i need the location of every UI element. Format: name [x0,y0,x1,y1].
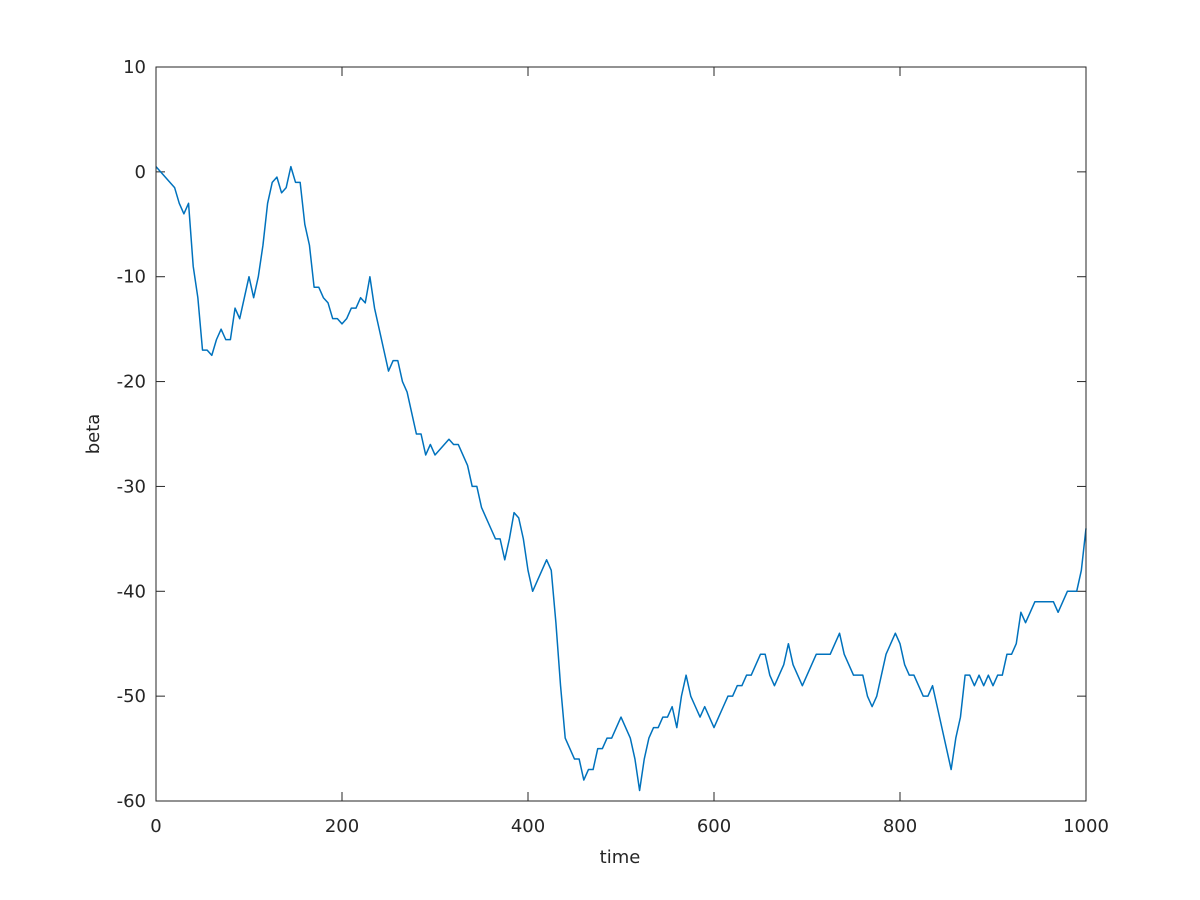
y-tick-label: -30 [117,476,146,497]
y-axis-label: beta [83,414,104,455]
y-tick-label: -60 [117,791,146,812]
x-tick-label: 0 [150,816,161,837]
y-tick-label: -50 [117,686,146,707]
x-axis-label: time [600,847,641,868]
y-tick-label: 0 [135,162,146,183]
y-tick-label: -40 [117,581,146,602]
x-tick-label: 1000 [1063,816,1109,837]
y-tick-label: -20 [117,372,146,393]
data-line [155,165,1087,792]
x-tick-label: 600 [697,816,731,837]
y-tick-label: -10 [117,267,146,288]
x-tick-label: 200 [325,816,359,837]
plot-frame [155,66,1087,802]
y-tick-label: 10 [123,57,146,78]
x-tick-label: 400 [511,816,545,837]
x-tick-label: 800 [883,816,917,837]
